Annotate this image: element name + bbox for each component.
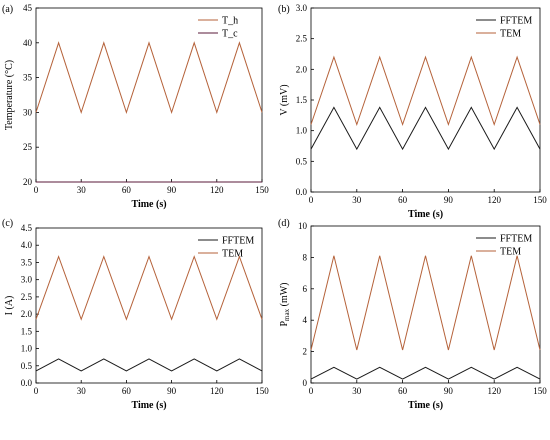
x-tick-label: 60	[398, 195, 408, 205]
y-tick-label: 8	[303, 252, 308, 262]
panel-a-temperature-chart: (a) 0 30 60 90 120 150 20 25 30 35 40 45 Time (s) Temp…	[2, 3, 269, 210]
y-tick-label: 4.5	[21, 223, 33, 233]
y-tick-label: 1.0	[21, 344, 33, 354]
y-tick-label: 1.0	[296, 126, 308, 136]
x-tick-label: 150	[255, 386, 269, 396]
y-tick-label: 3.0	[296, 3, 308, 13]
y-tick-label: 2.0	[21, 309, 33, 319]
panel-b-voltage-chart: (b) 0 30 60 90 120 150 0.0 0.5 1.0 1.5 2.0 2.5 3.0 Tim…	[278, 3, 547, 220]
y-tick-label: 2	[303, 347, 308, 357]
x-tick-label: 0	[309, 386, 314, 396]
y-tick-label: 10	[298, 221, 308, 231]
y-tick-label: 4.0	[21, 240, 33, 250]
x-axis-label: Time (s)	[131, 400, 166, 411]
series-line-fftem	[310, 366, 541, 380]
x-tick-label: 150	[533, 195, 547, 205]
x-tick-label: 60	[122, 185, 132, 195]
series-line-fftem	[35, 358, 263, 372]
x-axis-label: Time (s)	[408, 400, 443, 411]
x-tick-label: 60	[398, 386, 408, 396]
panel-label: (b)	[278, 4, 290, 15]
x-tick-label: 90	[167, 185, 177, 195]
legend-entry: T_c	[222, 29, 238, 40]
x-tick-label: 60	[122, 386, 132, 396]
x-tick-label: 150	[255, 185, 269, 195]
y-tick-label: 30	[23, 107, 33, 117]
x-tick-label: 120	[487, 386, 501, 396]
y-tick-label: 1.5	[296, 95, 308, 105]
legend-entry: TEM	[500, 247, 521, 258]
x-tick-label: 90	[444, 195, 454, 205]
y-tick-label: 0.5	[296, 156, 308, 166]
y-tick-label: 0	[303, 378, 308, 388]
series-line-t-h	[35, 41, 263, 115]
panel-label: (c)	[2, 218, 13, 229]
y-tick-label: 0.0	[21, 378, 33, 388]
legend-entry: T_h	[222, 16, 238, 27]
x-axis-label: Time (s)	[408, 209, 443, 220]
y-tick-label: 3.0	[21, 275, 33, 285]
y-tick-label: 45	[23, 3, 33, 13]
x-tick-label: 30	[77, 185, 87, 195]
y-tick-label: 0.0	[296, 187, 308, 197]
series-line-fftem	[310, 106, 541, 151]
x-tick-label: 0	[309, 195, 314, 205]
panel-label: (d)	[278, 218, 290, 229]
x-tick-label: 150	[533, 386, 547, 396]
plot-frame	[310, 225, 541, 384]
x-tick-label: 90	[444, 386, 454, 396]
y-tick-label: 2.5	[21, 292, 33, 302]
y-tick-label: 20	[23, 177, 33, 187]
legend-entry: FFTEM	[500, 16, 532, 27]
y-tick-label: 2.5	[296, 34, 308, 44]
y-tick-label: 40	[23, 38, 33, 48]
y-tick-label: 25	[23, 142, 33, 152]
panel-c-current-chart: (c) 0 30 60 90 120 150 0.0 0.5 1.0 1.5 2.0 2.5 3.0 3.5…	[2, 218, 269, 411]
y-axis-label: Temperature (°C)	[4, 60, 15, 130]
y-tick-label: 35	[23, 73, 33, 83]
panel-label: (a)	[2, 4, 13, 15]
series-line-tem	[310, 55, 541, 127]
y-tick-label: 1.5	[21, 326, 33, 336]
x-tick-label: 30	[77, 386, 87, 396]
legend-entry: TEM	[222, 249, 243, 260]
x-tick-label: 120	[210, 386, 224, 396]
x-tick-label: 0	[34, 386, 39, 396]
x-tick-label: 120	[210, 185, 224, 195]
y-tick-label: 4	[303, 315, 308, 325]
legend-entry: TEM	[500, 29, 521, 40]
x-tick-label: 90	[167, 386, 177, 396]
y-tick-label: 2.0	[296, 64, 308, 74]
plot-frame	[35, 227, 263, 384]
y-axis-label: Pmax (mW)	[279, 282, 291, 326]
x-axis-label: Time (s)	[131, 199, 166, 210]
series-line-tem	[35, 255, 263, 321]
y-tick-label: 3.5	[21, 257, 33, 267]
x-tick-label: 30	[352, 386, 362, 396]
y-tick-label: 0.5	[21, 361, 33, 371]
series-line-tem	[310, 255, 541, 351]
x-tick-label: 0	[34, 185, 39, 195]
panel-d-power-chart: (d) 0 30 60 90 120 150 0 2 4 6 8 10 Time (s) Pmax (mW)…	[278, 218, 547, 411]
y-axis-label: I (A)	[4, 296, 15, 316]
legend-entry: FFTEM	[500, 234, 532, 245]
legend-entry: FFTEM	[222, 236, 254, 247]
y-axis-label: V (mV)	[279, 84, 290, 115]
x-tick-label: 120	[487, 195, 501, 205]
x-tick-label: 30	[352, 195, 362, 205]
y-tick-label: 6	[303, 284, 308, 294]
